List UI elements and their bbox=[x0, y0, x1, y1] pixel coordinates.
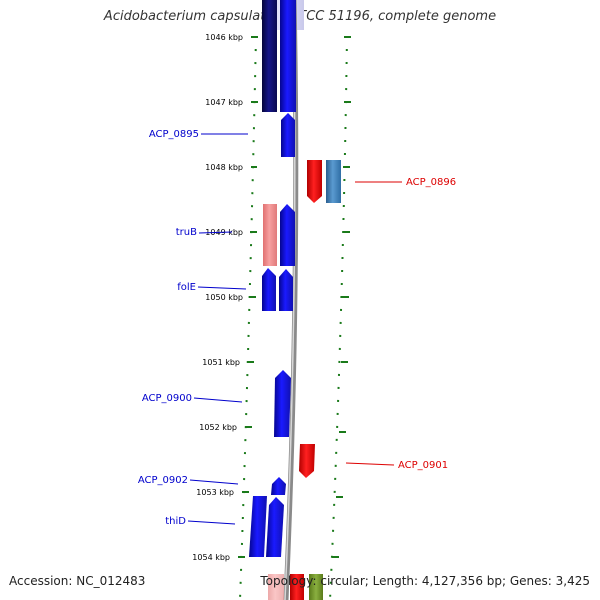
gene-forward-top[interactable] bbox=[280, 0, 296, 112]
gene-label-ACP_0900[interactable]: ACP_0900 bbox=[142, 393, 192, 404]
gene-ACP_0901[interactable] bbox=[299, 444, 315, 478]
gene-partial-red[interactable] bbox=[290, 574, 304, 600]
gene-label-ACP_0902[interactable]: ACP_0902 bbox=[138, 475, 188, 486]
gene-thiD-a[interactable] bbox=[249, 496, 267, 557]
topology-text: Topology: circular; Length: 4,127,356 bp… bbox=[260, 574, 590, 588]
gene-features bbox=[249, 0, 341, 600]
gene-thiD[interactable] bbox=[266, 497, 284, 557]
gene-partial-olive[interactable] bbox=[309, 574, 323, 600]
scale-label: 1051 kbp bbox=[202, 358, 240, 367]
gene-label-ACP_0895[interactable]: ACP_0895 bbox=[149, 129, 199, 140]
scale-label: 1053 kbp bbox=[196, 488, 234, 497]
scale-label: 1046 kbp bbox=[205, 33, 243, 42]
gene-label-truB[interactable]: truB bbox=[176, 227, 197, 238]
gene-ACP_0896[interactable] bbox=[307, 160, 322, 203]
gene-folE[interactable] bbox=[279, 269, 293, 311]
left-scale-track bbox=[239, 35, 257, 600]
gene-ACP_0902[interactable] bbox=[271, 477, 286, 495]
gene-ACP_0895[interactable] bbox=[281, 113, 295, 157]
gene-labels: ACP_0895 ACP_0896 truB folE ACP_0900 ACP… bbox=[138, 129, 456, 527]
right-scale-track bbox=[329, 35, 348, 600]
label-connectors bbox=[187, 133, 402, 525]
gene-ACP_0900[interactable] bbox=[274, 370, 291, 437]
scale-major-ticks bbox=[238, 36, 351, 558]
gene-folE-a[interactable] bbox=[262, 268, 276, 311]
gene-label-ACP_0901[interactable]: ACP_0901 bbox=[398, 460, 448, 471]
gene-label-thiD[interactable]: thiD bbox=[165, 516, 186, 527]
scale-label: 1047 kbp bbox=[205, 98, 243, 107]
gene-dark-block[interactable] bbox=[262, 0, 277, 112]
scale-label: 1054 kbp bbox=[192, 553, 230, 562]
gene-steel-block[interactable] bbox=[326, 160, 341, 203]
gene-truB[interactable] bbox=[280, 204, 295, 266]
gene-truB-rna[interactable] bbox=[263, 204, 277, 266]
accession-text: Accession: NC_012483 bbox=[9, 574, 146, 588]
scale-label: 1048 kbp bbox=[205, 163, 243, 172]
scale-label: 1052 kbp bbox=[199, 423, 237, 432]
gene-label-folE[interactable]: folE bbox=[177, 282, 196, 293]
gene-label-ACP_0896[interactable]: ACP_0896 bbox=[406, 177, 456, 188]
scale-label: 1050 kbp bbox=[205, 293, 243, 302]
gene-partial-pink[interactable] bbox=[268, 574, 284, 600]
